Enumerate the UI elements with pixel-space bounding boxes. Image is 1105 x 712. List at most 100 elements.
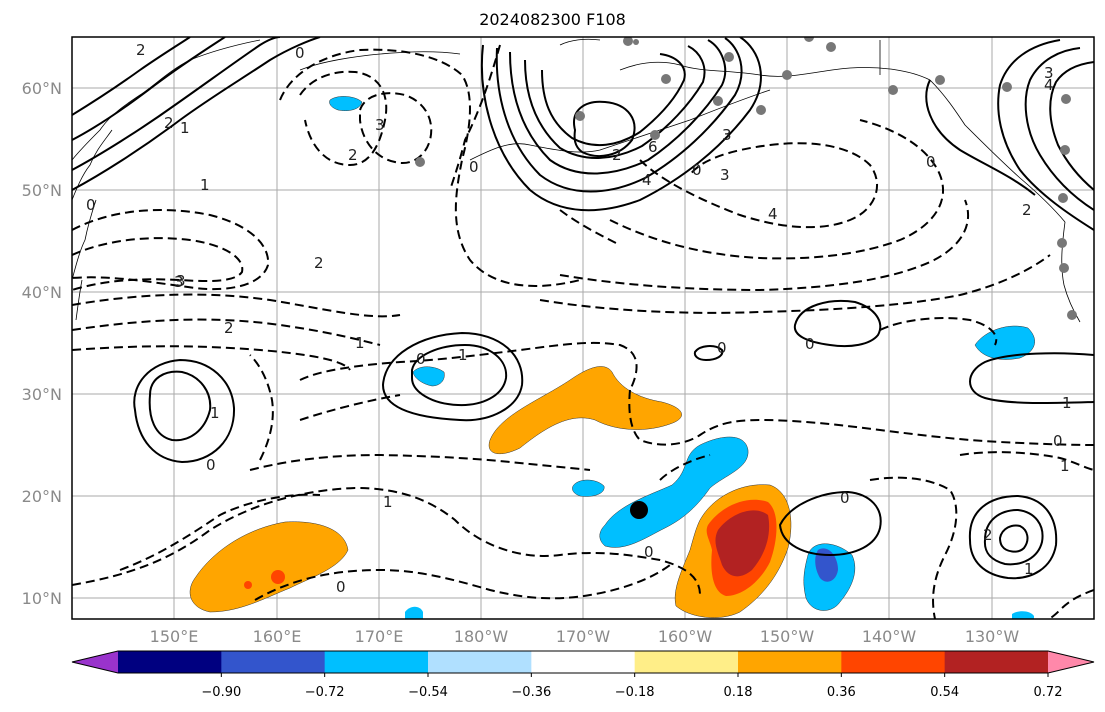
contour-label: 2 xyxy=(224,319,234,337)
map-title: 2024082300 F108 xyxy=(479,10,626,29)
colorbar-segment xyxy=(324,651,429,673)
lon-label: 160°W xyxy=(658,627,713,646)
contour-label: 0 xyxy=(644,543,654,561)
contour-label: 0 xyxy=(86,196,96,214)
colorbar-segment xyxy=(428,651,532,673)
colorbar-outline xyxy=(71,650,1095,674)
colorbar-segment xyxy=(944,651,1049,673)
colorbar-segment xyxy=(221,651,326,673)
contour-label: 2 xyxy=(612,146,622,164)
contour-label: 1 xyxy=(383,493,393,511)
longitude-labels: 150°E 160°E 170°E 180°W 170°W 160°W 150°… xyxy=(150,627,1020,646)
contour-label: 2 xyxy=(136,41,146,59)
contour-label: 2 xyxy=(348,146,358,164)
storm-center-marker xyxy=(630,501,648,519)
contour-label: 3 xyxy=(375,116,385,134)
positive-anomaly-fills xyxy=(189,366,792,618)
contour-label: 2 xyxy=(983,526,993,544)
latitude-labels: 60°N 50°N 40°N 30°N 20°N 10°N xyxy=(22,79,62,608)
colorbar: −0.90 −0.72 −0.54 −0.36 −0.18 0.18 0.36 0.54 0.7… xyxy=(71,650,1095,700)
colorbar-tick-label: 0.72 xyxy=(1034,685,1063,700)
contour-label: 1 xyxy=(1060,457,1070,475)
colorbar-tick-label: 0.54 xyxy=(930,685,959,700)
lat-label: 20°N xyxy=(22,487,62,506)
map-frame xyxy=(71,36,1095,620)
fill-orange-west xyxy=(189,521,349,613)
contour-label: 3 xyxy=(1044,64,1054,82)
lat-label: 10°N xyxy=(22,589,62,608)
lon-label: 160°E xyxy=(253,627,302,646)
fill-blue-hawaii xyxy=(599,436,749,548)
contour-label: 0 xyxy=(805,335,815,353)
lat-label: 50°N xyxy=(22,181,62,200)
contour-label: 1 xyxy=(458,346,468,364)
contour-labels: 2 1 0 2 3 0 6 4 2 0 3 4 3 2 0 2 4 3 1 0 … xyxy=(86,41,1072,596)
negative-anomaly-fills xyxy=(329,96,1035,619)
contour-label: 3 xyxy=(720,166,730,184)
lat-label: 40°N xyxy=(22,283,62,302)
contour-label: 4 xyxy=(1044,76,1054,94)
fill-red-west-1 xyxy=(271,570,285,584)
colorbar-extend-low xyxy=(72,651,118,673)
fill-blue-bottom-2 xyxy=(1012,611,1034,619)
contour-label: 1 xyxy=(200,176,210,194)
colorbar-extend-high xyxy=(1048,651,1094,673)
colorbar-tick-label: −0.18 xyxy=(615,685,655,700)
contour-label: 1 xyxy=(180,119,190,137)
colorbar-tick-label: 0.18 xyxy=(724,685,753,700)
colorbar-segment xyxy=(531,651,636,673)
contour-label: 0 xyxy=(206,456,216,474)
contour-label: 4 xyxy=(768,205,778,223)
fill-red-west-2 xyxy=(244,581,252,589)
colorbar-tick-label: −0.90 xyxy=(201,685,241,700)
lon-label: 170°W xyxy=(556,627,611,646)
contour-label: 1 xyxy=(1062,394,1072,412)
fill-darkred-hawaii-southeast xyxy=(715,510,770,577)
colorbar-tick-label: −0.36 xyxy=(511,685,551,700)
contour-label: 3 xyxy=(722,126,732,144)
contour-label: 0 xyxy=(840,489,850,507)
colorbar-segment xyxy=(118,651,222,673)
colorbar-tick-label: −0.54 xyxy=(408,685,448,700)
contour-label: 1 xyxy=(210,404,220,422)
colorbar-segment xyxy=(738,651,842,673)
lat-label: 60°N xyxy=(22,79,62,98)
contour-label: 2 xyxy=(164,114,174,132)
colorbar-segment xyxy=(634,651,739,673)
contour-label: 0 xyxy=(295,44,305,62)
station-markers xyxy=(415,37,1077,320)
positive-contours xyxy=(72,37,1094,580)
contour-label: 0 xyxy=(692,161,702,179)
contour-label: 3 xyxy=(176,272,186,290)
contour-label: 0 xyxy=(1053,432,1063,450)
lon-label: 180°W xyxy=(454,627,509,646)
contour-label: 6 xyxy=(648,138,658,156)
contour-label: 1 xyxy=(355,334,365,352)
fill-blue-bottom-1 xyxy=(405,606,423,619)
contour-label: 2 xyxy=(1022,201,1032,219)
contour-label: 1 xyxy=(1024,560,1034,578)
lon-label: 150°E xyxy=(150,627,199,646)
contour-label: 0 xyxy=(717,339,727,357)
colorbar-tick-label: 0.36 xyxy=(827,685,856,700)
contour-label: 0 xyxy=(926,153,936,171)
contour-label: 3 xyxy=(174,273,184,291)
lat-label: 30°N xyxy=(22,385,62,404)
negative-contours xyxy=(72,44,1094,619)
lon-label: 130°W xyxy=(965,627,1020,646)
fill-darkblue-southeast xyxy=(815,548,838,582)
contour-label: 0 xyxy=(469,158,479,176)
fill-blue-north xyxy=(329,96,363,111)
lon-label: 140°W xyxy=(862,627,917,646)
contour-label: 4 xyxy=(642,171,652,189)
contour-label: 0 xyxy=(336,578,346,596)
contour-label: 0 xyxy=(416,350,426,368)
colorbar-segment xyxy=(841,651,946,673)
lon-label: 170°E xyxy=(355,627,404,646)
colorbar-tick-label: −0.72 xyxy=(305,685,345,700)
fill-orange-central xyxy=(488,366,682,455)
lon-label: 150°W xyxy=(760,627,815,646)
fill-blue-mid-west xyxy=(412,366,445,387)
map-panel: 2 1 0 2 3 0 6 4 2 0 3 4 3 2 0 2 4 3 1 0 … xyxy=(72,37,1094,619)
